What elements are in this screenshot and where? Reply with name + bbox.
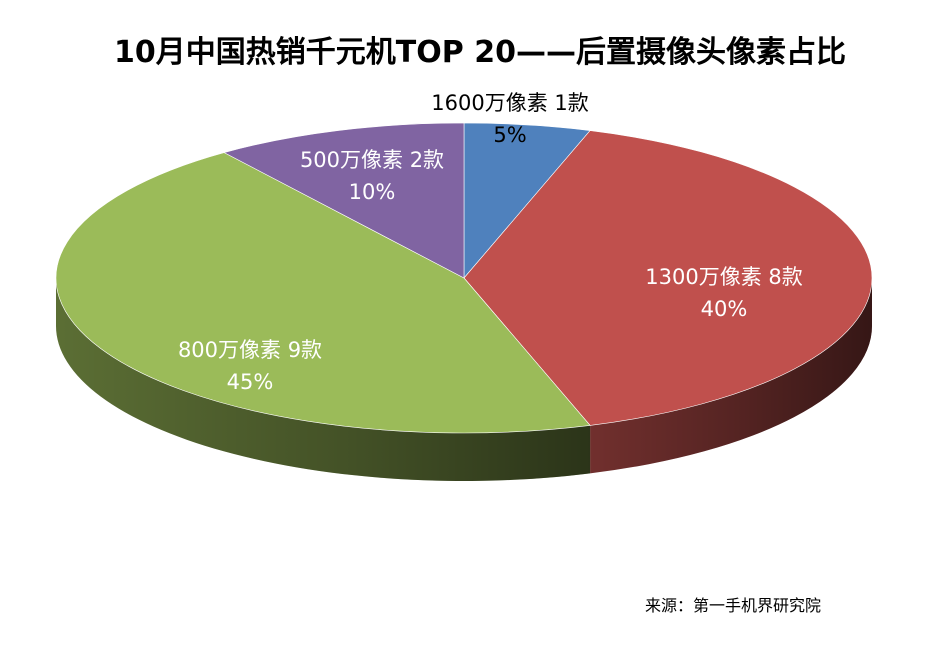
slice-percent-1300: 40% (701, 297, 748, 321)
chart-title: 10月中国热销千元机TOP 20——后置摄像头像素占比 (114, 35, 846, 70)
pie-slice-1300 (463, 130, 873, 426)
slice-label-800: 800万像素 9款 (178, 338, 322, 362)
pie-side-walls (56, 278, 872, 481)
pie-top-face (55, 122, 873, 434)
pie-side-shade-800 (56, 278, 591, 481)
pie-slice-500 (223, 122, 465, 279)
slice-percent-800: 45% (227, 370, 274, 394)
slice-label-1600: 1600万像素 1款 (431, 91, 588, 115)
source-note: 来源：第一手机界研究院 (645, 596, 821, 615)
pie-side-shade-1300 (590, 278, 872, 474)
slice-label-500: 500万像素 2款 (300, 148, 444, 172)
pie-labels: 1600万像素 1款 5% 1300万像素 8款 40% 800万像素 9款 45% 500… (178, 91, 803, 394)
slice-percent-500: 10% (349, 180, 396, 204)
slice-percent-1600: 5% (493, 123, 526, 147)
slice-label-1300: 1300万像素 8款 (645, 265, 802, 289)
pie-slice-800 (55, 152, 591, 434)
